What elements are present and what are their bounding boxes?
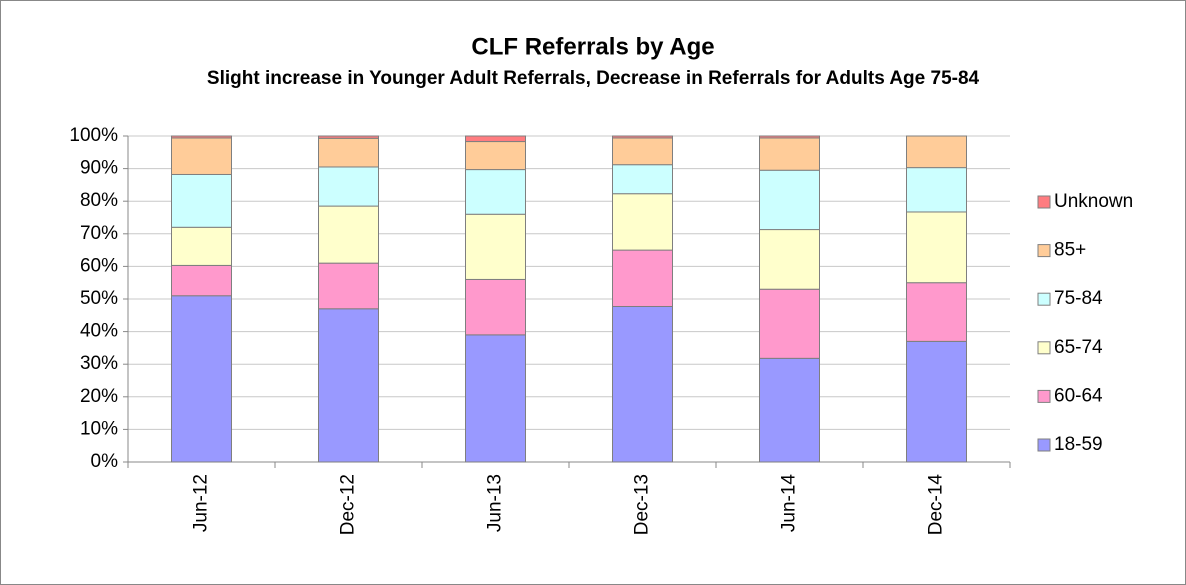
x-tick-label: Jun-13 bbox=[485, 474, 506, 532]
bar-segment bbox=[465, 334, 526, 463]
bar-segment bbox=[612, 164, 673, 195]
legend-swatch bbox=[1037, 389, 1051, 403]
bar-segment bbox=[759, 288, 820, 359]
x-tick-label: Jun-12 bbox=[191, 474, 212, 532]
bar-segment bbox=[906, 167, 967, 213]
bar-segment bbox=[759, 135, 820, 139]
bar-segment bbox=[612, 249, 673, 307]
bar-segment bbox=[171, 173, 232, 228]
bar-segment bbox=[759, 137, 820, 171]
bar-segment bbox=[318, 135, 379, 139]
bar-segment bbox=[465, 278, 526, 336]
y-tick-label: 10% bbox=[80, 418, 118, 439]
bar-segment bbox=[906, 282, 967, 342]
legend-label: 60-64 bbox=[1054, 385, 1103, 406]
y-tick-label: 30% bbox=[80, 353, 118, 374]
legend-swatch bbox=[1037, 438, 1051, 452]
bar-segment bbox=[906, 211, 967, 284]
bar-segment bbox=[906, 135, 967, 169]
chart-subtitle: Slight increase in Younger Adult Referra… bbox=[207, 68, 980, 89]
bar-segment bbox=[612, 135, 673, 139]
legend-label: 85+ bbox=[1054, 240, 1086, 261]
bar-segment bbox=[171, 264, 232, 297]
bar-segment bbox=[318, 262, 379, 310]
x-tick-label: Dec-14 bbox=[926, 474, 947, 536]
y-tick-label: 0% bbox=[91, 451, 119, 472]
bar-segment bbox=[318, 205, 379, 264]
legend-swatch bbox=[1037, 292, 1051, 306]
chart-title: CLF Referrals by Age bbox=[471, 33, 714, 60]
bar-segment bbox=[759, 357, 820, 463]
x-tick-label: Dec-13 bbox=[632, 474, 653, 535]
bar-segment bbox=[318, 137, 379, 168]
bar-segment bbox=[171, 135, 232, 139]
y-tick-label: 50% bbox=[80, 288, 118, 309]
bar-segment bbox=[171, 137, 232, 175]
bar-segment bbox=[465, 141, 526, 171]
y-tick-label: 60% bbox=[80, 255, 118, 276]
legend-label: 65-74 bbox=[1054, 337, 1103, 358]
bar-segment bbox=[465, 213, 526, 280]
bar-segment bbox=[759, 229, 820, 290]
bar-segment bbox=[612, 305, 673, 463]
y-tick-label: 70% bbox=[80, 223, 118, 244]
legend-swatch bbox=[1037, 244, 1051, 258]
y-tick-label: 80% bbox=[80, 190, 118, 211]
y-tick-label: 90% bbox=[80, 158, 118, 179]
bar-segment bbox=[906, 340, 967, 463]
bar-segment bbox=[612, 193, 673, 251]
bar-segment bbox=[171, 295, 232, 463]
y-tick-label: 100% bbox=[69, 125, 118, 146]
x-tick-label: Jun-14 bbox=[779, 474, 800, 533]
bar-segment bbox=[171, 226, 232, 266]
y-tick-label: 40% bbox=[80, 321, 118, 342]
bar-segment bbox=[465, 169, 526, 215]
legend-label: Unknown bbox=[1054, 191, 1133, 212]
legend-swatch bbox=[1037, 195, 1051, 209]
bar-segment bbox=[612, 137, 673, 166]
y-tick-label: 20% bbox=[80, 386, 118, 407]
bar-segment bbox=[318, 166, 379, 207]
legend-label: 18-59 bbox=[1054, 434, 1103, 455]
bar-segment bbox=[318, 308, 379, 463]
x-tick-label: Dec-12 bbox=[338, 474, 359, 535]
legend-swatch bbox=[1037, 341, 1051, 355]
bar-segment bbox=[759, 169, 820, 231]
legend-label: 75-84 bbox=[1054, 288, 1103, 309]
bar-segment bbox=[465, 135, 526, 143]
